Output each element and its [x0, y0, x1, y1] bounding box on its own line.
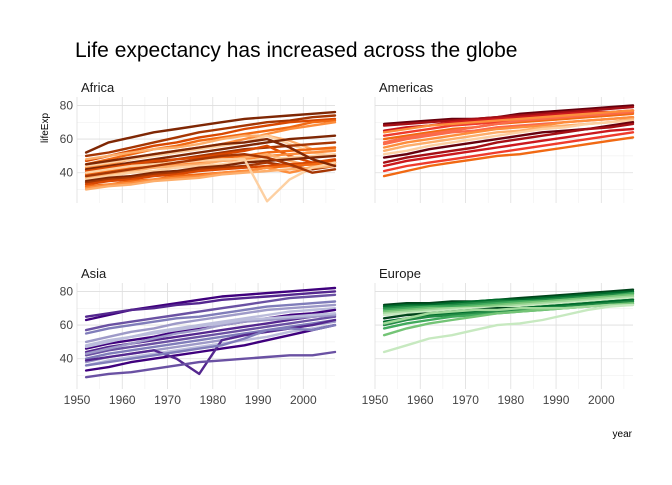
series-line [84, 293, 337, 332]
x-axis-title: year [613, 429, 633, 440]
series-line [84, 117, 337, 163]
series-line [382, 119, 635, 156]
series-line [84, 154, 337, 183]
series-line [84, 137, 337, 168]
series-line [382, 303, 635, 325]
series-line [84, 323, 337, 367]
series-line [84, 323, 337, 372]
series-line [382, 136, 635, 178]
x-tick-label: 1950 [362, 393, 389, 407]
series-line [382, 105, 635, 127]
series-line [382, 115, 635, 149]
facet-label: Africa [81, 80, 115, 95]
x-tick-label: 1990 [245, 393, 272, 407]
facet-panels: Africa 40 60 80 Americas Asia 40 60 80 1950 1960 19… [60, 80, 635, 407]
series-line [84, 159, 337, 186]
facet-label: Americas [379, 80, 434, 95]
series-line [84, 303, 337, 344]
series-line [84, 312, 337, 349]
series-line [84, 119, 337, 166]
x-tick-label: 1960 [407, 393, 434, 407]
y-tick-label: 60 [60, 132, 74, 146]
series-line [84, 152, 337, 180]
series-line [84, 110, 337, 154]
y-tick-label: 40 [60, 166, 74, 180]
facet-label: Asia [81, 266, 107, 281]
series-line [84, 323, 337, 367]
series-line [84, 290, 337, 318]
chart-title: Life expectancy has increased across the… [75, 39, 517, 62]
series-line [84, 158, 337, 203]
series-line [84, 134, 337, 161]
x-tick-label: 2000 [588, 393, 615, 407]
x-tick-label: 1990 [543, 393, 570, 407]
series-line [84, 300, 337, 335]
series-line [382, 293, 635, 313]
series-line [84, 315, 337, 357]
series-line [382, 290, 635, 308]
series-line [84, 313, 337, 355]
y-axis-title: lifeExp [40, 113, 51, 143]
y-tick-label: 40 [60, 352, 74, 366]
facet-panel-africa: Africa 40 60 80 [60, 80, 337, 203]
x-tick-label: 1950 [64, 393, 91, 407]
facet-panel-asia: Asia 40 60 80 1950 1960 1970 1980 1990 2000 [60, 266, 337, 407]
x-tick-label: 1980 [199, 393, 226, 407]
series-line [382, 131, 635, 173]
series-line [382, 110, 635, 144]
x-tick-label: 1970 [154, 393, 181, 407]
series-line [84, 164, 337, 191]
x-tick-label: 2000 [290, 393, 317, 407]
y-tick-label: 60 [60, 318, 74, 332]
series-line [84, 350, 337, 379]
series-line [84, 318, 337, 360]
facet-panel-europe: Europe 1950 1960 1970 1980 1990 2000 [362, 266, 635, 407]
series-line [84, 163, 337, 190]
series-line [84, 152, 337, 178]
series-line [382, 295, 635, 315]
series-line [382, 303, 635, 354]
facet-label: Europe [379, 266, 421, 281]
series-line [382, 300, 635, 327]
series-line [84, 114, 337, 158]
facet-panel-americas: Americas [374, 80, 635, 203]
x-tick-label: 1960 [109, 393, 136, 407]
x-tick-label: 1980 [497, 393, 524, 407]
series-line [382, 127, 635, 168]
y-tick-label: 80 [60, 284, 74, 298]
series-line [84, 134, 337, 171]
series-line [382, 122, 635, 164]
series-line [84, 152, 337, 181]
x-tick-label: 1970 [452, 393, 479, 407]
series-line [382, 109, 635, 134]
y-tick-label: 80 [60, 98, 74, 112]
